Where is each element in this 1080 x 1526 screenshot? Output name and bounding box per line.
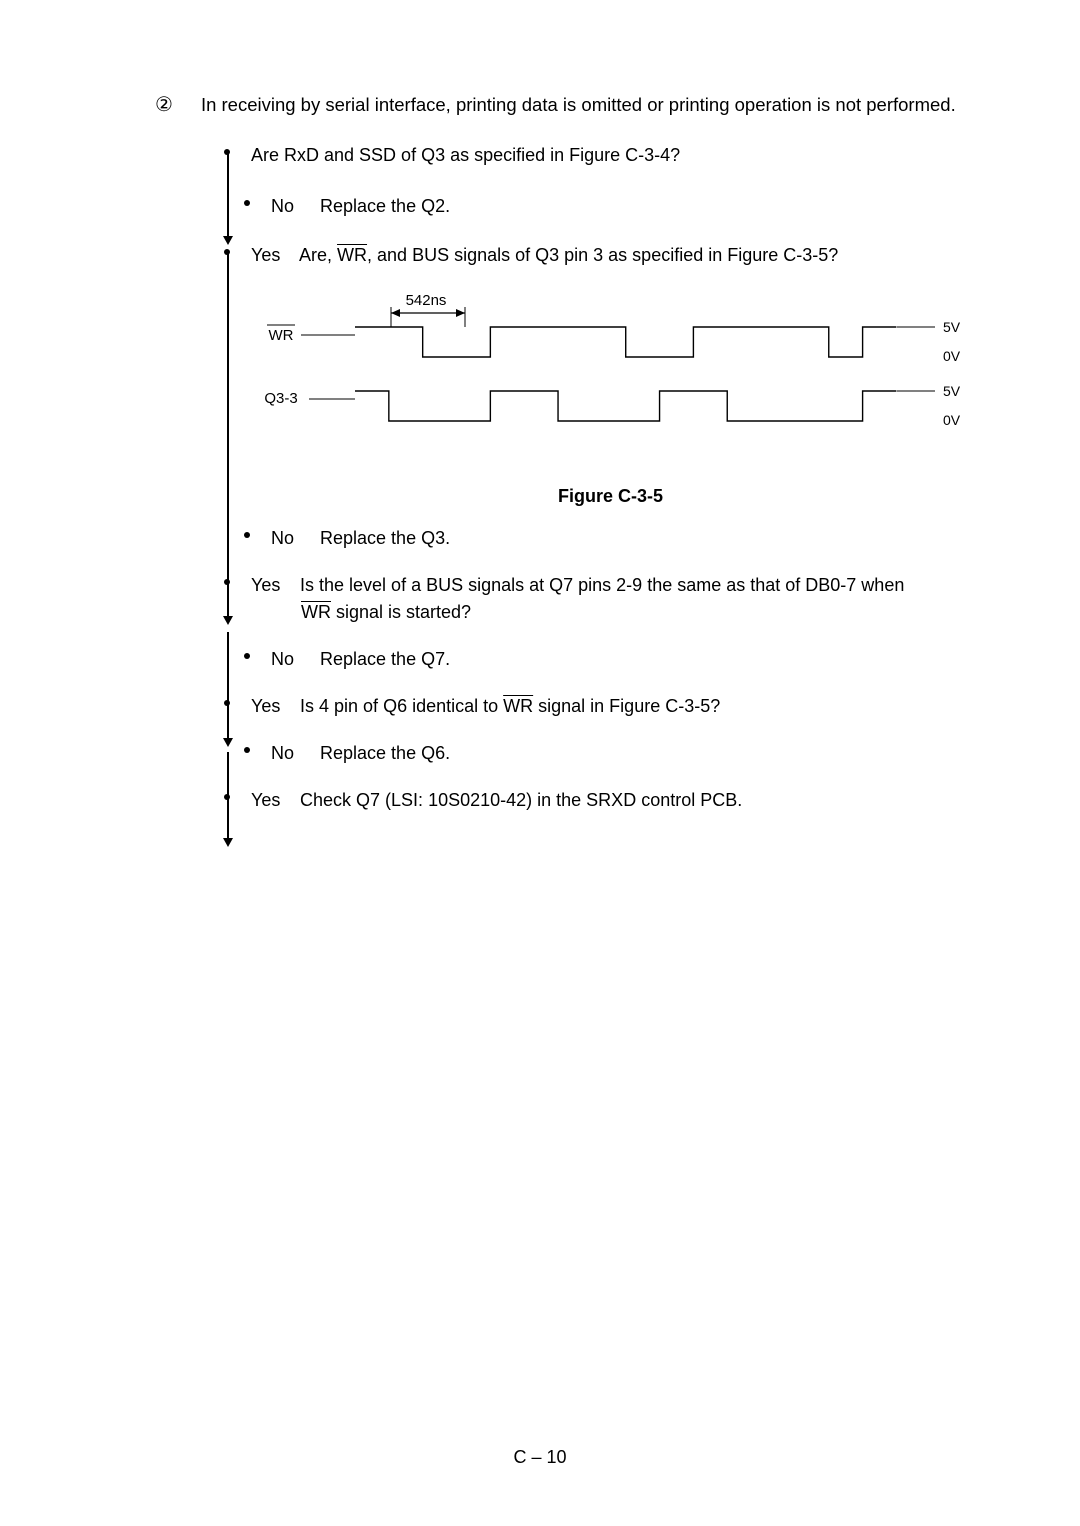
no2-action: Replace the Q3. (320, 528, 450, 548)
yes-1: Yes Are, WR, and BUS signals of Q3 pin 3… (251, 242, 970, 269)
header-text: In receiving by serial interface, printi… (201, 92, 956, 118)
flow-line (227, 632, 229, 738)
yes3-text: Yes Is 4 pin of Q6 identical to WR signa… (251, 693, 970, 720)
no-label: No (271, 646, 315, 673)
yes1-before: Are, (299, 245, 337, 265)
yes4-text: Yes Check Q7 (LSI: 10S0210-42) in the SR… (251, 787, 970, 814)
arrow-down-icon (223, 616, 233, 625)
no-1: No Replace the Q2. (271, 193, 970, 220)
yes3-before: Is 4 pin of Q6 identical to (300, 696, 503, 716)
no1-text: No Replace the Q2. (271, 193, 970, 220)
signal-wr-label: WR (269, 327, 294, 344)
yes1-text: Yes Are, WR, and BUS signals of Q3 pin 3… (251, 242, 970, 269)
yes-4: Yes Check Q7 (LSI: 10S0210-42) in the SR… (251, 787, 970, 814)
yes2-after: signal is started? (331, 602, 471, 622)
wr-overline: WR (301, 602, 331, 622)
bullet-icon (224, 149, 230, 155)
flow-line (227, 250, 229, 616)
bullet-icon (224, 700, 230, 706)
bullet-icon (224, 794, 230, 800)
no-3: No Replace the Q7. (271, 646, 970, 673)
no-2: No Replace the Q3. (271, 525, 970, 552)
wr-waveform (355, 327, 896, 357)
no4-text: No Replace the Q6. (271, 740, 970, 767)
yes1-after: , and BUS signals of Q3 pin 3 as specifi… (367, 245, 838, 265)
figure-c-3-5: 542ns WR 5V 0V Q3-3 (251, 287, 970, 507)
yes-label: Yes (251, 787, 295, 814)
yes4-action: Check Q7 (LSI: 10S0210-42) in the SRXD c… (300, 790, 742, 810)
arrow-right-icon (456, 309, 465, 317)
section-header: ② In receiving by serial interface, prin… (155, 92, 970, 118)
wr-overline: WR (337, 245, 367, 265)
yes-label: Yes (251, 242, 295, 269)
question-1: Are RxD and SSD of Q3 as specified in Fi… (251, 142, 970, 169)
no-label: No (271, 740, 315, 767)
yes-label: Yes (251, 693, 295, 720)
no-label: No (271, 193, 315, 220)
no1-action: Replace the Q2. (320, 196, 450, 216)
bullet-icon (244, 747, 250, 753)
no2-text: No Replace the Q3. (271, 525, 970, 552)
bullet-icon (244, 653, 250, 659)
arrow-down-icon (223, 236, 233, 245)
level-0v: 0V (943, 412, 961, 428)
q3-waveform (355, 391, 896, 421)
level-0v: 0V (943, 348, 961, 364)
signal-q3-label: Q3-3 (264, 390, 297, 407)
flow-line (227, 150, 229, 236)
timing-label: 542ns (406, 292, 447, 309)
level-5v: 5V (943, 383, 961, 399)
page-number: C – 10 (0, 1447, 1080, 1468)
arrow-down-icon (223, 738, 233, 747)
bullet-icon (244, 532, 250, 538)
arrow-left-icon (391, 309, 400, 317)
yes-3: Yes Is 4 pin of Q6 identical to WR signa… (251, 693, 970, 720)
no3-text: No Replace the Q7. (271, 646, 970, 673)
figure-caption: Figure C-3-5 (251, 486, 970, 507)
wr-overline: WR (503, 696, 533, 716)
q1-text: Are RxD and SSD of Q3 as specified in Fi… (251, 142, 970, 169)
yes-2: Yes Is the level of a BUS signals at Q7 … (251, 572, 970, 626)
no4-action: Replace the Q6. (320, 743, 450, 763)
bullet-icon (224, 249, 230, 255)
no3-action: Replace the Q7. (320, 649, 450, 669)
yes2-line2: WR signal is started? (301, 599, 970, 626)
no-4: No Replace the Q6. (271, 740, 970, 767)
item-number: ② (155, 92, 173, 118)
yes-label: Yes (251, 572, 295, 599)
yes2-text: Yes Is the level of a BUS signals at Q7 … (251, 572, 970, 626)
no-label: No (271, 525, 315, 552)
bullet-icon (244, 200, 250, 206)
page-content: ② In receiving by serial interface, prin… (0, 0, 1080, 814)
flowchart: Are RxD and SSD of Q3 as specified in Fi… (227, 142, 970, 814)
bullet-icon (224, 579, 230, 585)
yes3-after: signal in Figure C-3-5? (533, 696, 720, 716)
timing-diagram: 542ns WR 5V 0V Q3-3 (251, 287, 971, 457)
yes2-line1: Is the level of a BUS signals at Q7 pins… (300, 575, 904, 595)
arrow-down-icon (223, 838, 233, 847)
level-5v: 5V (943, 319, 961, 335)
